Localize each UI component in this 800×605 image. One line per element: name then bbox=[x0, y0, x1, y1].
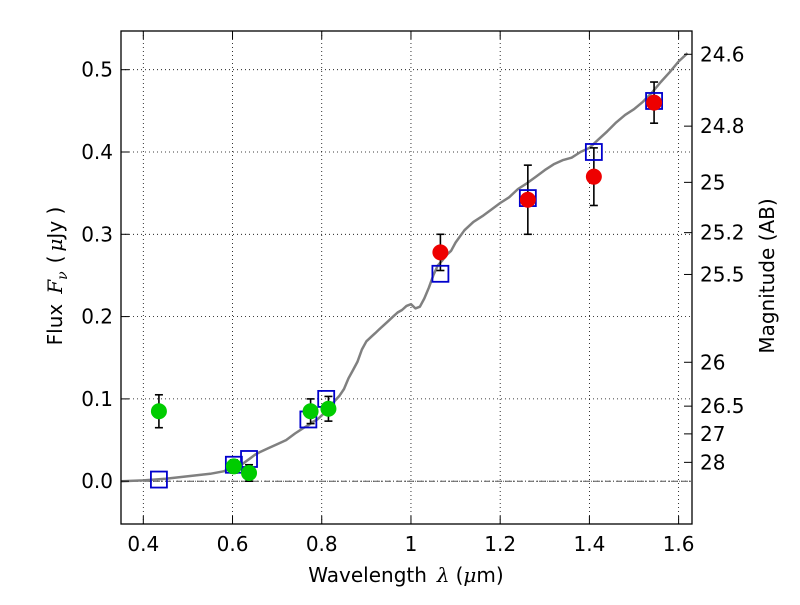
mag-tick-label: 25.5 bbox=[700, 262, 745, 286]
y-tick-label: 0.4 bbox=[81, 140, 113, 164]
nir-data-point bbox=[432, 244, 449, 261]
spectrum-line bbox=[120, 52, 689, 483]
nir-data-point bbox=[646, 94, 663, 111]
mag-tick-label: 24.8 bbox=[700, 114, 745, 138]
mag-tick-label: 26.5 bbox=[700, 394, 745, 418]
observed-photometry-points bbox=[150, 94, 663, 481]
x-tick-label: 0.8 bbox=[306, 532, 338, 556]
y-tick-label: 0.2 bbox=[81, 305, 113, 329]
x-axis-label: Wavelength λ (μm) bbox=[308, 563, 503, 587]
x-tick-label: 0.4 bbox=[127, 532, 159, 556]
plot-frame bbox=[120, 30, 693, 525]
model-photometry-squares bbox=[150, 92, 663, 489]
y-tick-label: 0.1 bbox=[81, 387, 113, 411]
mag-tick-label: 25 bbox=[700, 170, 725, 194]
optical-data-point bbox=[241, 464, 258, 481]
mag-tick-label: 26 bbox=[700, 350, 725, 374]
mag-tick-label: 27 bbox=[700, 422, 725, 446]
model-square-marker bbox=[150, 470, 168, 489]
y-tick-label: 0.5 bbox=[81, 58, 113, 82]
optical-data-point bbox=[225, 458, 242, 475]
model-spectrum bbox=[120, 52, 689, 483]
y-tick-label: 0.0 bbox=[81, 469, 113, 493]
x-tick-label: 1.4 bbox=[573, 532, 605, 556]
x-tick-label: 0.6 bbox=[217, 532, 249, 556]
mag-tick-label: 28 bbox=[700, 450, 725, 474]
optical-data-point bbox=[302, 403, 319, 420]
model-square-marker bbox=[431, 264, 450, 283]
right-axis-label: Magnitude (AB) bbox=[755, 198, 779, 353]
x-tick-label: 1.2 bbox=[484, 532, 516, 556]
nir-data-point bbox=[585, 168, 602, 185]
axis-ticks: 0.4 0.6 0.8 1 1.2 1.4 1.6 0.0 0.1 0.2 0.3 0.4 0.5 24.… bbox=[81, 31, 745, 556]
optical-data-point bbox=[150, 403, 167, 420]
x-tick-label: 1 bbox=[405, 532, 418, 556]
x-tick-label: 1.6 bbox=[663, 532, 695, 556]
y-tick-label: 0.3 bbox=[81, 222, 113, 246]
optical-data-point bbox=[320, 400, 337, 417]
mag-tick-label: 24.6 bbox=[700, 42, 745, 66]
nir-data-point bbox=[519, 191, 536, 208]
model-square-marker bbox=[584, 143, 603, 161]
y-axis-label: FluxFν(μJy ) bbox=[43, 207, 71, 346]
mag-tick-label: 25.2 bbox=[700, 221, 745, 245]
